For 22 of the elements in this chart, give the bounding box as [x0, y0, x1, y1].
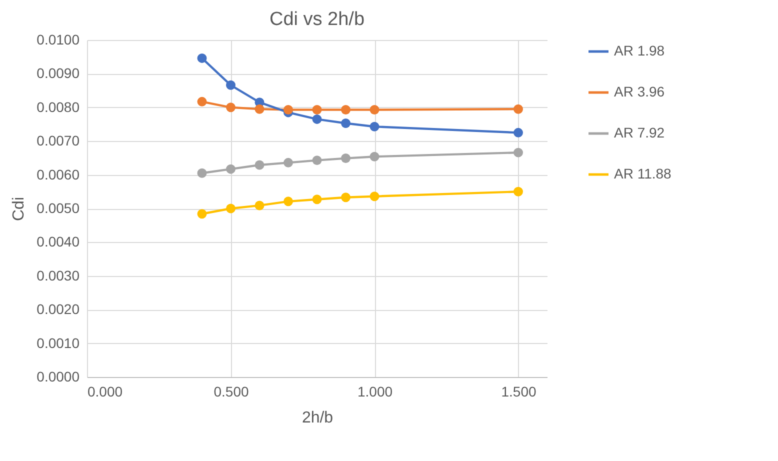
x-tick-label: 1.500: [501, 384, 536, 400]
y-tick-label: 0.0070: [36, 132, 80, 149]
y-tick-label: 0.0080: [36, 98, 80, 115]
y-tick-label: 0.0090: [36, 65, 80, 82]
x-tick-label: 0.500: [214, 384, 249, 400]
y-axis-title: Cdi: [10, 196, 28, 222]
y-tick-label: 0.0040: [36, 234, 80, 250]
y-tick-label: 0.0010: [36, 334, 80, 351]
chart-title: Cdi vs 2h/b: [269, 9, 365, 30]
legend-label: AR 3.96: [614, 84, 665, 100]
y-tick-label: 0.0000: [36, 368, 80, 384]
y-tick-label: 0.0060: [36, 166, 80, 182]
y-tick-label: 0.0050: [36, 200, 80, 216]
legend-label: AR 7.92: [614, 124, 665, 140]
y-tick-label: 0.0020: [36, 301, 80, 318]
y-tick-label: 0.0030: [36, 267, 80, 284]
x-tick-label: 0.000: [88, 384, 123, 400]
legend-label: AR 11.88: [614, 166, 672, 182]
x-tick-label: 1.000: [357, 384, 393, 400]
y-tick-label: 0.0100: [36, 32, 80, 48]
x-axis-title: 2h/b: [302, 410, 334, 426]
legend-label: AR 1.98: [614, 42, 665, 58]
